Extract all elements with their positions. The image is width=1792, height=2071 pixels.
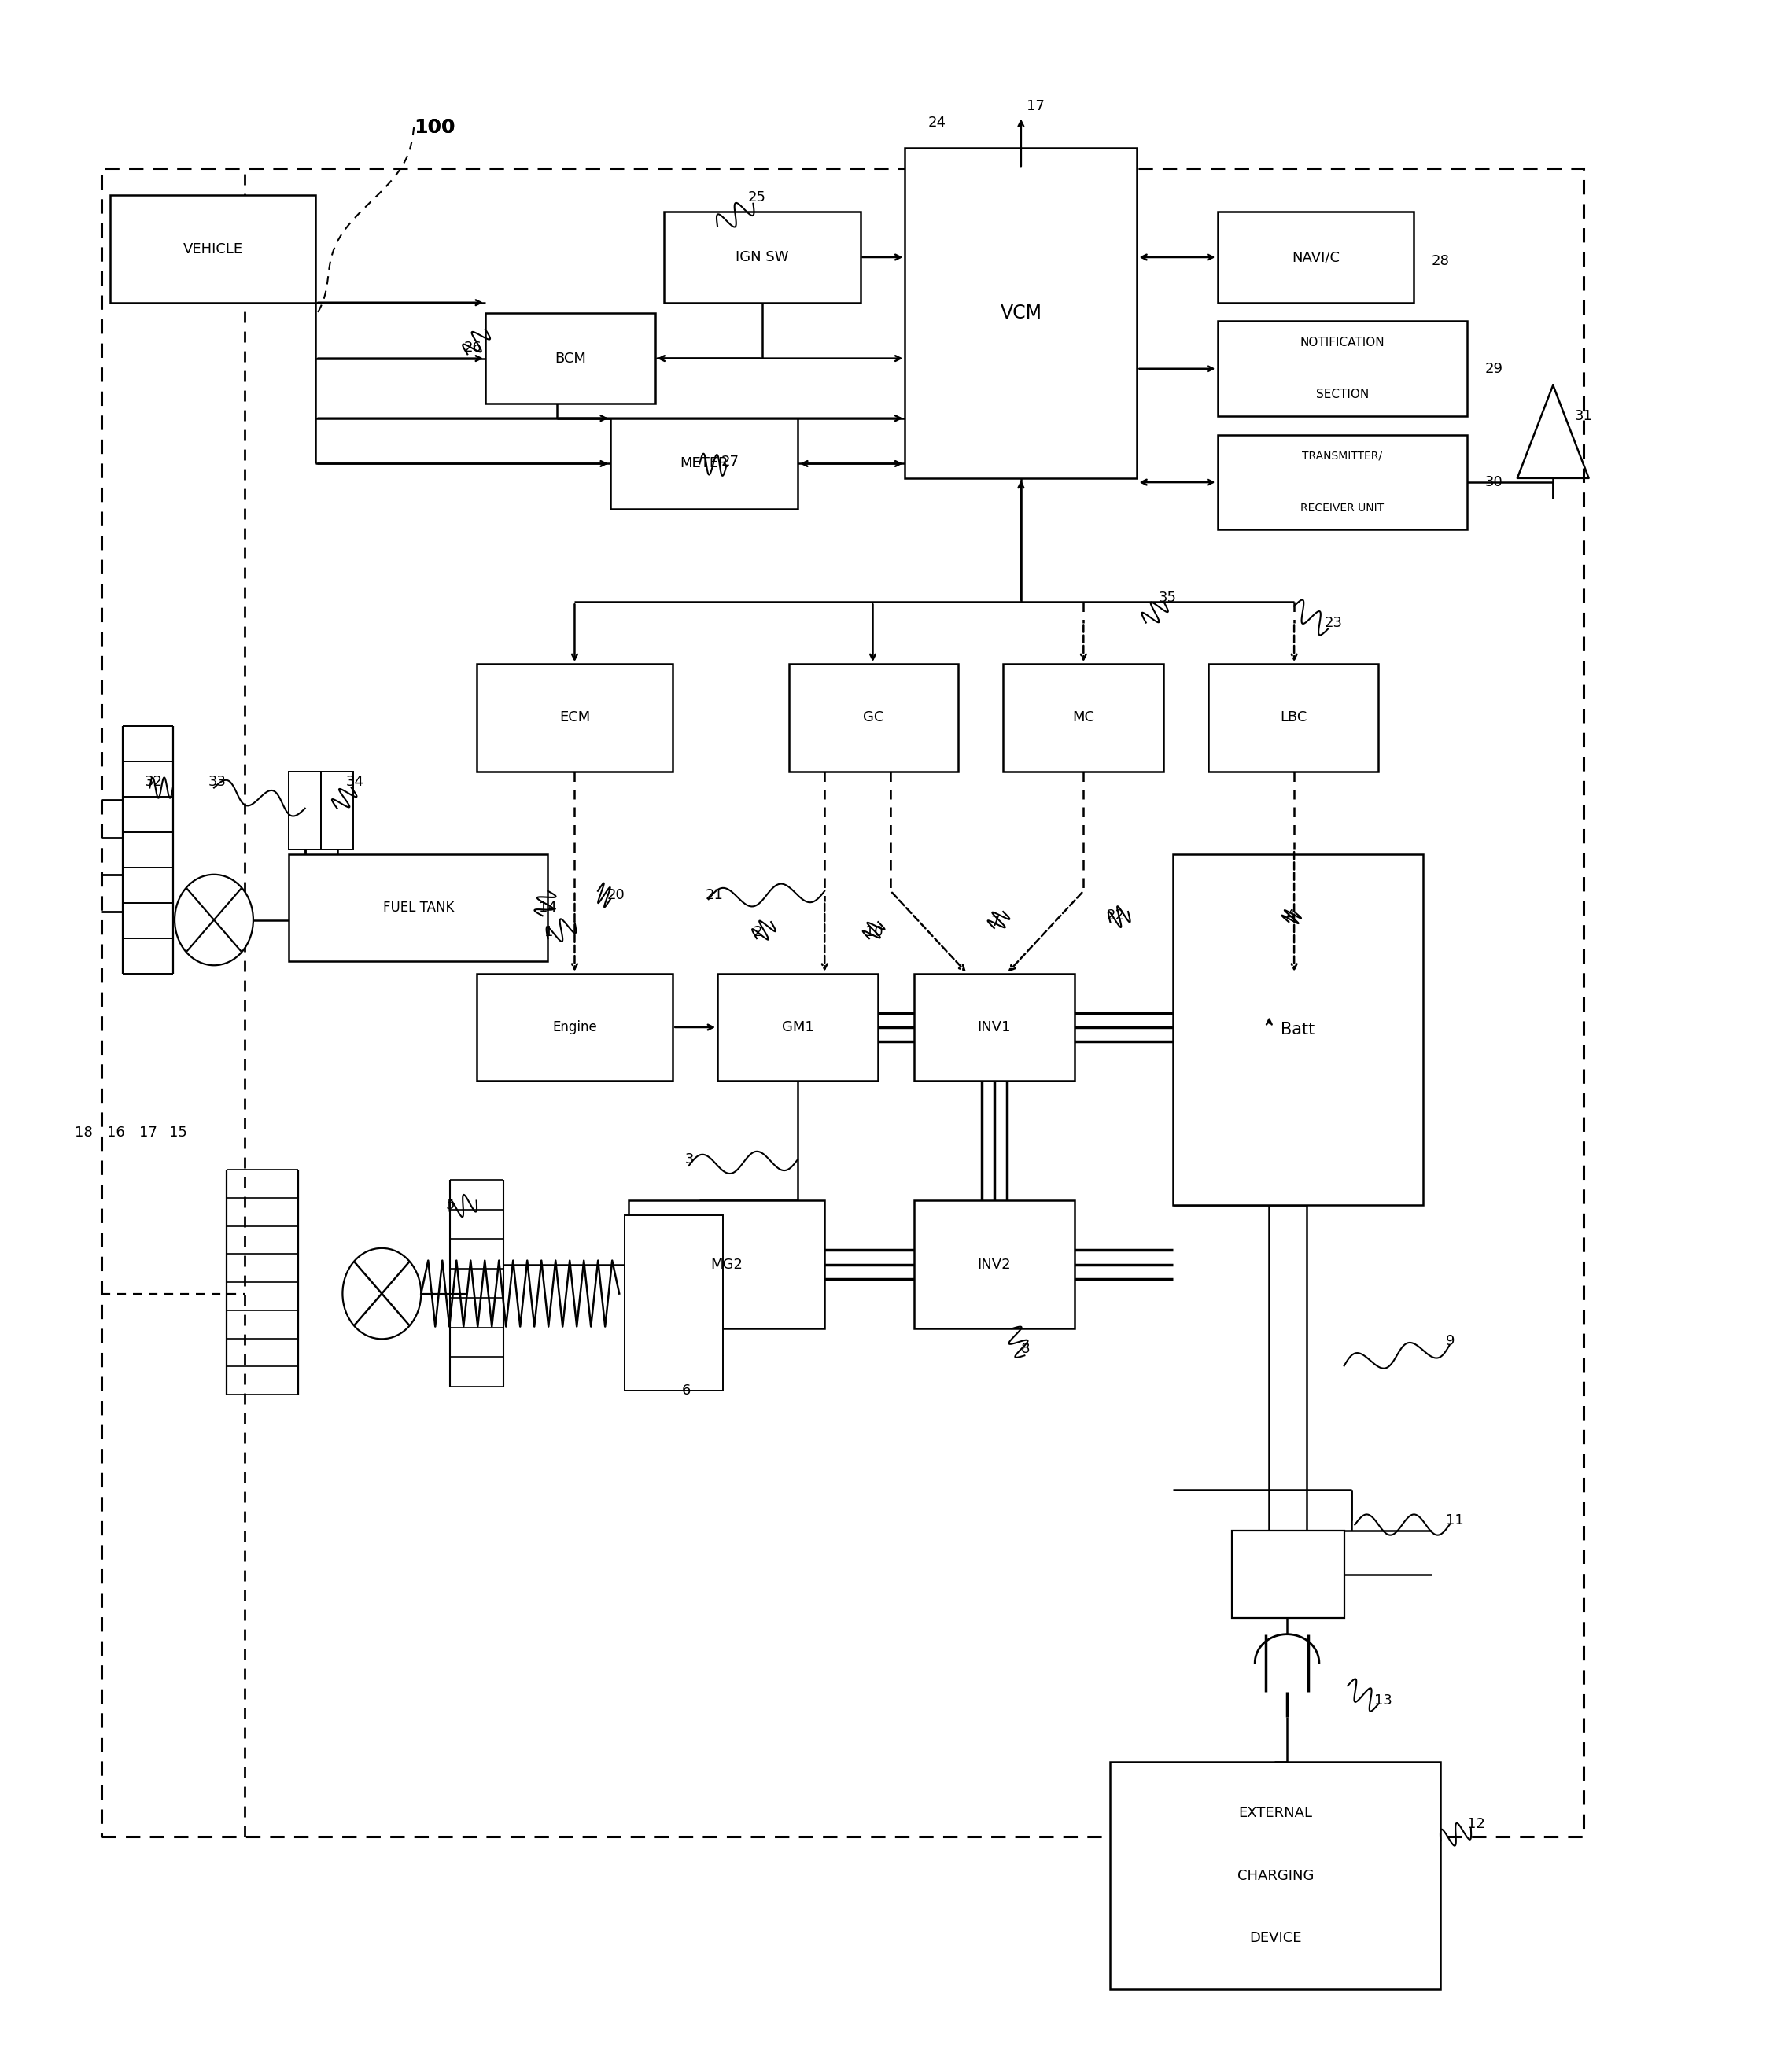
Text: 10: 10 (866, 926, 883, 940)
Text: 17: 17 (140, 1125, 158, 1139)
Text: INV2: INV2 (977, 1257, 1011, 1272)
Text: 28: 28 (1432, 255, 1450, 269)
Text: RECEIVER UNIT: RECEIVER UNIT (1301, 503, 1383, 514)
Text: NOTIFICATION: NOTIFICATION (1299, 338, 1385, 348)
Text: 15: 15 (168, 1125, 188, 1139)
Bar (905, 147, 1138, 478)
Text: 2: 2 (753, 926, 762, 940)
Text: MC: MC (1072, 710, 1095, 725)
Text: VCM: VCM (1000, 304, 1041, 323)
Text: 9: 9 (1446, 1334, 1455, 1348)
Bar (611, 418, 797, 509)
Bar (717, 973, 878, 1081)
Text: IGN SW: IGN SW (735, 251, 788, 265)
Bar (486, 313, 654, 404)
Text: 6: 6 (681, 1383, 690, 1398)
Bar (477, 665, 672, 770)
Bar (1217, 435, 1468, 530)
Text: INV1: INV1 (977, 1021, 1011, 1033)
Bar (1231, 1530, 1344, 1617)
Bar (477, 973, 672, 1081)
Text: 18: 18 (75, 1125, 93, 1139)
Text: ECM: ECM (559, 710, 590, 725)
Text: 12: 12 (1468, 1816, 1486, 1831)
Text: Batt: Batt (1281, 1021, 1315, 1038)
Text: 14: 14 (539, 901, 557, 915)
Text: 13: 13 (1374, 1694, 1392, 1707)
Bar (625, 1216, 722, 1390)
Bar (289, 770, 321, 849)
Bar (914, 973, 1075, 1081)
Text: 27: 27 (720, 454, 738, 468)
Text: VEHICLE: VEHICLE (183, 242, 244, 257)
Text: EXTERNAL: EXTERNAL (1238, 1806, 1312, 1820)
Text: 100: 100 (414, 118, 455, 137)
Bar (1172, 853, 1423, 1205)
Text: 5: 5 (446, 1197, 455, 1212)
Text: 30: 30 (1486, 474, 1503, 489)
Text: 21: 21 (704, 888, 722, 903)
Text: 100: 100 (414, 118, 455, 137)
Text: 25: 25 (747, 191, 765, 205)
Bar (321, 770, 353, 849)
Bar (1217, 321, 1468, 416)
Text: 8: 8 (1021, 1342, 1030, 1357)
Text: 3: 3 (685, 1151, 694, 1166)
Text: MG2: MG2 (710, 1257, 742, 1272)
Text: SECTION: SECTION (1315, 389, 1369, 400)
Text: 7: 7 (991, 915, 1000, 930)
Bar (102, 168, 1584, 1837)
Text: Engine: Engine (552, 1021, 597, 1033)
Text: 34: 34 (346, 775, 364, 789)
Bar (663, 211, 860, 302)
Bar (788, 665, 959, 770)
Circle shape (342, 1249, 421, 1340)
Bar (1217, 211, 1414, 302)
Bar (1004, 665, 1163, 770)
Bar (914, 1201, 1075, 1330)
Text: 26: 26 (464, 342, 482, 354)
Text: TRANSMITTER/: TRANSMITTER/ (1303, 451, 1382, 462)
Text: 4: 4 (1285, 909, 1294, 924)
Bar (111, 195, 315, 302)
Text: BCM: BCM (554, 352, 586, 364)
Bar (629, 1201, 824, 1330)
Text: METER: METER (679, 456, 728, 470)
Bar (1208, 665, 1378, 770)
Text: 17: 17 (1027, 99, 1045, 114)
Text: 16: 16 (108, 1125, 125, 1139)
Text: 22: 22 (1107, 909, 1125, 924)
Text: DEVICE: DEVICE (1249, 1930, 1301, 1945)
Text: 29: 29 (1486, 362, 1503, 375)
Text: GC: GC (864, 710, 883, 725)
Bar (1111, 1762, 1441, 1990)
Text: 11: 11 (1446, 1514, 1464, 1528)
Circle shape (174, 874, 253, 965)
Text: GM1: GM1 (781, 1021, 814, 1033)
Text: 1: 1 (545, 926, 554, 940)
Text: 23: 23 (1324, 615, 1342, 630)
Text: NAVI/C: NAVI/C (1292, 251, 1340, 265)
Text: CHARGING: CHARGING (1236, 1868, 1314, 1883)
Text: 33: 33 (208, 775, 228, 789)
Text: 32: 32 (145, 775, 163, 789)
Text: 35: 35 (1158, 590, 1177, 605)
Text: 24: 24 (928, 116, 946, 130)
Text: LBC: LBC (1279, 710, 1306, 725)
Bar (289, 853, 548, 961)
Text: FUEL TANK: FUEL TANK (383, 901, 453, 915)
Text: 31: 31 (1575, 410, 1593, 422)
Text: 20: 20 (607, 888, 625, 903)
